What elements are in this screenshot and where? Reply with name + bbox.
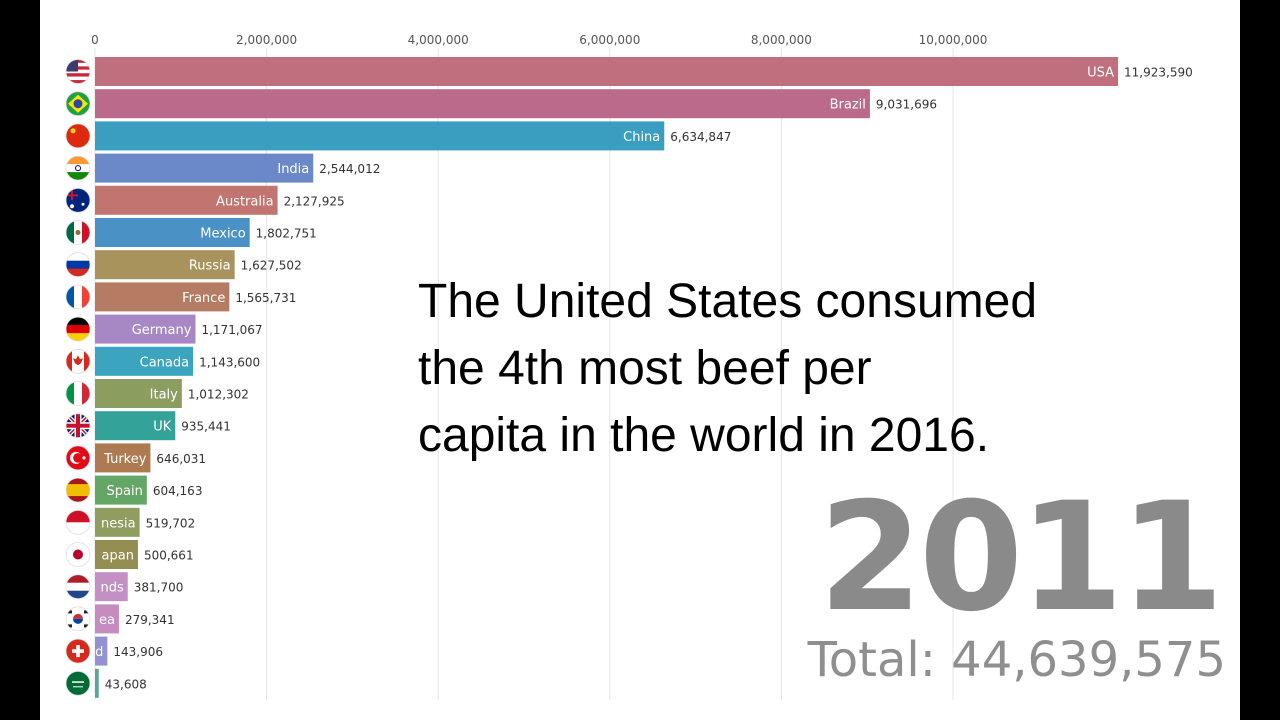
bar-category-label: apan [102,549,134,564]
bar [95,282,230,312]
bar-value-label: 500,661 [144,549,194,563]
bar [95,604,119,634]
bar [95,346,194,376]
bar-category-label: UK [153,420,172,435]
bar-value-label: 1,627,502 [241,259,302,273]
bar [95,411,176,441]
uk-flag-icon [65,413,91,439]
brazil-flag-icon [65,91,91,117]
mexico-flag-icon [65,220,91,245]
x-tick-label: 0 [91,33,99,47]
bar-value-label: 9,031,696 [876,98,937,112]
saudi-flag-icon [65,670,91,696]
caption-line-2: the 4th most beef per [418,342,872,395]
x-tick-label: 10,000,000 [919,33,988,47]
bar-category-label: Italy [150,388,179,403]
bar-value-label: 2,544,012 [319,162,380,176]
india-flag-icon [65,155,91,181]
year-label: 2011 [818,471,1224,645]
bar-category-label: USA [1087,66,1114,81]
bar [95,153,314,183]
x-tick-label: 6,000,000 [579,33,640,47]
bar-category-label: Mexico [200,227,245,242]
bar-value-label: 6,634,847 [670,130,731,144]
indonesia-flag-icon [65,509,91,535]
bar-category-label: nesia [101,516,136,531]
germany-flag-icon [65,316,91,342]
france-flag-icon [65,284,91,310]
bar [95,572,128,602]
bar-category-label: China [623,130,660,145]
bar-category-label: Australia [216,194,274,209]
italy-flag-icon [65,381,91,406]
japan-flag-icon [65,542,91,567]
bar [95,185,278,215]
bar-value-label: 1,012,302 [188,388,249,402]
bar [95,507,140,537]
bar [95,57,1119,86]
bar [95,121,665,151]
bar-value-label: 1,143,600 [199,355,260,369]
bar-category-label: nds [100,581,123,596]
bar-category-label: d [95,645,103,660]
bar [95,314,196,344]
bar-value-label: 519,702 [146,516,196,530]
bar-category-label: Russia [189,259,231,274]
turkey-flag-icon [65,445,91,471]
bar-value-label: 43,608 [105,677,147,691]
caption-line-1: The United States consumed [418,275,1038,328]
bar-value-label: 1,171,067 [201,323,262,337]
bar [95,218,250,247]
bar-category-label: ea [99,613,115,628]
bar-category-label: Brazil [830,98,866,113]
bar-category-label: India [277,162,309,177]
usa-flag-icon [65,59,91,84]
x-tick-label: 4,000,000 [408,33,469,47]
chart-frame: 0 2,000,000 4,000,000 6,000,000 8,000,000 10,… [40,0,1240,720]
bar-value-label: 279,341 [125,613,175,627]
bar [95,443,151,473]
caption-line-3: capita in the world in 2016. [418,409,990,462]
netherlands-flag-icon [65,574,91,600]
bar [95,636,108,666]
bar [95,475,147,505]
korea-flag-icon [65,606,91,632]
x-tick-label: 2,000,000 [236,33,297,47]
bar-value-label: 2,127,925 [284,194,345,208]
bar-category-label: Spain [107,484,143,499]
bar-value-label: 143,906 [113,645,163,659]
bar-value-label: 381,700 [134,581,184,595]
bar-category-label: Germany [132,323,192,338]
bar-value-label: 935,441 [181,420,231,434]
canada-flag-icon [65,348,91,374]
australia-flag-icon [65,187,91,213]
bar-value-label: 11,923,590 [1124,66,1193,80]
bar-value-label: 604,163 [153,484,203,498]
bar [95,379,182,408]
bar-category-label: France [182,291,225,306]
x-tick-label: 8,000,000 [751,33,812,47]
bar-value-label: 1,565,731 [235,291,296,305]
bar [95,89,870,119]
bar-chart: 0 2,000,000 4,000,000 6,000,000 8,000,000 10,… [65,33,1193,700]
total-label: Total: 44,639,575 [807,632,1226,688]
caption-text: The United States consumed the 4th most … [418,268,1208,469]
bar [95,668,99,698]
bar-value-label: 646,031 [156,452,206,466]
spain-flag-icon [65,477,91,503]
bar-category-label: Canada [140,355,189,370]
china-flag-icon [65,123,91,149]
bar [95,540,138,569]
switzerland-flag-icon [65,638,91,664]
russia-flag-icon [65,252,91,278]
bar-value-label: 1,802,751 [256,227,317,241]
bar [95,250,235,280]
bar-category-label: Turkey [103,452,147,467]
